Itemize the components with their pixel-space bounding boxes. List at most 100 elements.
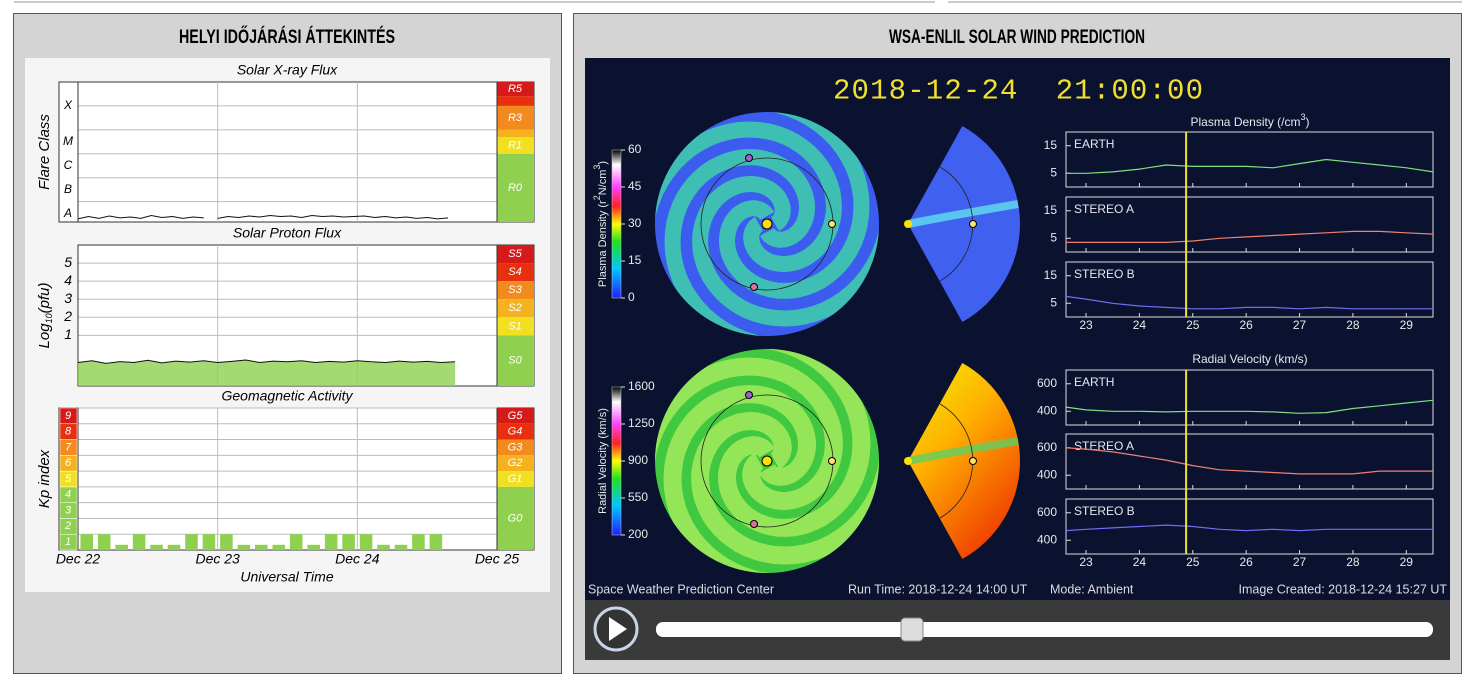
earth xyxy=(969,457,977,465)
y-axis-title: Log10(pfu) xyxy=(36,283,54,349)
y-tick-label: 3 xyxy=(64,290,72,306)
y-tick-label: 1 xyxy=(64,326,72,342)
colorbar-label-part: Plasma Density (r xyxy=(597,200,609,287)
y-axis-title-part: 10 xyxy=(44,313,54,323)
colorbar-tick-label: 15 xyxy=(628,253,642,267)
x-tick-label: 26 xyxy=(1239,555,1253,569)
earth xyxy=(969,220,977,228)
slider-thumb[interactable] xyxy=(900,617,924,642)
x-tick-label: 28 xyxy=(1346,318,1360,332)
kp-bar xyxy=(429,534,443,550)
flux-area xyxy=(78,360,456,386)
plot-title: Radial Velocity (km/s) xyxy=(1192,352,1307,366)
scale-label: G0 xyxy=(508,512,524,524)
sun xyxy=(904,457,912,465)
plot-frame xyxy=(1065,261,1434,318)
y-tick-label: 5 xyxy=(1050,165,1057,179)
class-label: X xyxy=(63,98,73,112)
wedge xyxy=(908,126,1021,322)
y-tick-label: 4 xyxy=(65,489,71,501)
earth xyxy=(828,457,836,465)
sun xyxy=(761,218,773,230)
y-tick-label: 4 xyxy=(64,272,72,288)
kp-bar xyxy=(342,534,355,550)
x-tick-label: 23 xyxy=(1079,318,1093,332)
wedge-streak xyxy=(907,200,1019,228)
class-label: M xyxy=(63,134,73,148)
footer-text: Space Weather Prediction Center xyxy=(588,582,774,596)
x-tick-label: 25 xyxy=(1186,555,1200,569)
chart-frame xyxy=(58,81,535,223)
y-tick-label: 400 xyxy=(1037,403,1057,417)
x-tick-label: 26 xyxy=(1239,318,1253,332)
kp-bar xyxy=(80,534,94,550)
x-tick-label: 25 xyxy=(1186,318,1200,332)
kp-bar xyxy=(394,544,408,550)
scale-band xyxy=(497,105,534,130)
kp-bar xyxy=(202,534,216,550)
colorbar-tick-label: 900 xyxy=(628,453,648,467)
panel-name: EARTH xyxy=(1074,375,1114,389)
y-tick-label: 600 xyxy=(1037,440,1057,454)
y-tick-label: 1 xyxy=(65,536,71,548)
colorbar-tick-label: 1600 xyxy=(628,379,655,393)
plot-title-part: ) xyxy=(1306,115,1310,129)
colorbar-tick-label: 45 xyxy=(628,179,642,193)
chart-title: Solar X-ray Flux xyxy=(237,62,338,78)
x-tick-label: 29 xyxy=(1400,318,1414,332)
kp-bar xyxy=(97,534,111,550)
scale-band xyxy=(497,439,534,456)
x-tick-label: Dec 22 xyxy=(56,551,101,567)
colorbar-tick-label: 550 xyxy=(628,490,648,504)
y-axis-title: Flare Class xyxy=(36,114,53,190)
series-line xyxy=(1065,295,1433,310)
kp-bar xyxy=(359,534,373,550)
scale-label: G5 xyxy=(508,410,524,422)
scale-label: G1 xyxy=(508,473,523,485)
kp-bar xyxy=(220,534,233,550)
flux-line xyxy=(77,214,449,220)
class-label: B xyxy=(64,182,72,196)
kp-bar xyxy=(167,544,181,550)
chart-title: Solar Proton Flux xyxy=(233,225,342,241)
panel-name: STEREO A xyxy=(1074,202,1134,216)
chart-frame xyxy=(58,407,535,551)
scale-label: S2 xyxy=(508,302,521,314)
kp-bar xyxy=(150,544,163,550)
plot-frame xyxy=(1065,433,1434,490)
kp-bar xyxy=(237,544,251,550)
series-line xyxy=(1065,524,1433,532)
wedge-streak xyxy=(907,437,1019,465)
panel-name: STEREO B xyxy=(1074,267,1135,281)
scale-band xyxy=(497,96,534,106)
scale-label: R3 xyxy=(508,112,523,124)
wedge xyxy=(908,363,1021,559)
colorbar-tick-label: 0 xyxy=(628,290,635,304)
colorbar-label-part: N/cm xyxy=(597,170,609,196)
scale-label: G2 xyxy=(508,457,523,469)
scale-band xyxy=(497,263,534,282)
kp-bar xyxy=(132,534,146,550)
scale-band xyxy=(497,471,534,487)
scale-band xyxy=(497,317,534,336)
slider-track[interactable] xyxy=(656,622,1433,637)
y-tick-label: 5 xyxy=(65,473,72,485)
y-axis-title: Kp index xyxy=(36,449,53,508)
x-tick-label: 28 xyxy=(1346,555,1360,569)
scale-band xyxy=(497,137,534,154)
colorbar-label: Plasma Density (r2N/cm3) xyxy=(592,161,609,287)
play-button[interactable] xyxy=(593,606,639,652)
x-tick-label: 23 xyxy=(1079,555,1093,569)
y-tick-label: 400 xyxy=(1037,532,1057,546)
y-tick-label: 15 xyxy=(1044,268,1058,282)
stereo-b xyxy=(750,283,758,291)
y-tick-label: 7 xyxy=(65,441,72,453)
scale-label: S5 xyxy=(508,248,522,260)
scale-label: G4 xyxy=(508,426,523,438)
x-tick-label: 27 xyxy=(1293,318,1307,332)
y-tick-label: 3 xyxy=(65,504,72,516)
plot-frame xyxy=(1065,369,1434,426)
y-tick-label: 15 xyxy=(1044,203,1058,217)
